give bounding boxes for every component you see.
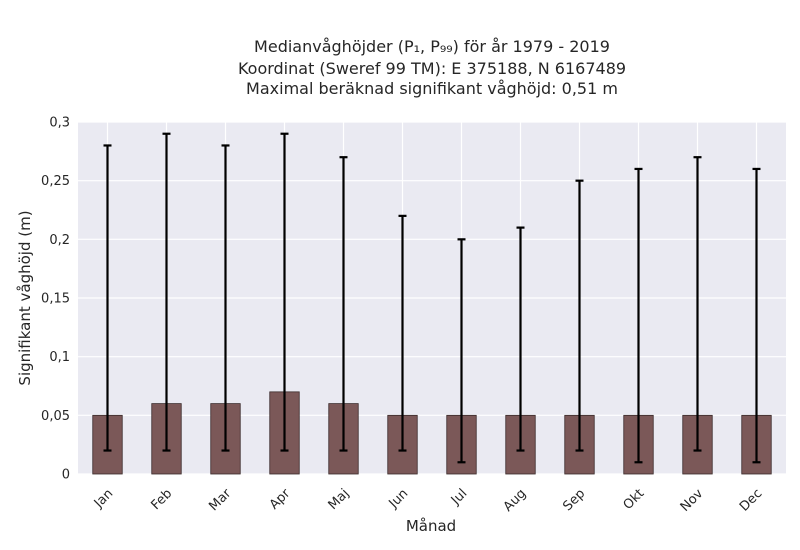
- y-axis-ticks: 0 0,05 0,1 0,15 0,2 0,25 0,3: [41, 116, 70, 483]
- title-line-3: Maximal beräknad signifikant våghöjd: 0,…: [246, 79, 618, 98]
- y-tick-label: 0,05: [41, 409, 70, 424]
- x-tick-label: Mar: [206, 486, 234, 514]
- x-tick-label: Nov: [678, 486, 707, 515]
- x-tick-label: Jan: [91, 486, 116, 511]
- y-axis-label: Signifikant våghöjd (m): [16, 210, 34, 385]
- x-tick-label: Aug: [501, 486, 530, 515]
- x-tick-label: Feb: [148, 486, 175, 513]
- error-bars: [103, 132, 761, 464]
- x-tick-label: Dec: [737, 486, 765, 514]
- y-tick-label: 0: [62, 468, 70, 483]
- x-tick-label: Okt: [621, 486, 648, 513]
- title-line-2: Koordinat (Sweref 99 TM): E 375188, N 61…: [238, 59, 626, 78]
- title-line-1: Medianvåghöjder (P₁, P₉₉) för år 1979 - …: [254, 37, 610, 56]
- x-tick-label: Maj: [326, 486, 353, 513]
- x-tick-label: Jul: [448, 486, 470, 508]
- chart-title: Medianvåghöjder (P₁, P₉₉) för år 1979 - …: [238, 37, 626, 98]
- x-tick-label: Jun: [386, 486, 412, 512]
- x-axis-ticks: Jan Feb Mar Apr Maj Jun Jul Aug Sep Okt Nov Dec: [91, 486, 765, 515]
- x-tick-label: Apr: [267, 486, 294, 513]
- y-tick-label: 0,15: [41, 292, 70, 307]
- y-tick-label: 0,3: [49, 116, 70, 131]
- x-axis-label: Månad: [406, 517, 456, 535]
- y-tick-label: 0,1: [49, 350, 70, 365]
- y-tick-label: 0,2: [49, 233, 70, 248]
- x-tick-label: Sep: [560, 486, 588, 514]
- y-tick-label: 0,25: [41, 174, 70, 189]
